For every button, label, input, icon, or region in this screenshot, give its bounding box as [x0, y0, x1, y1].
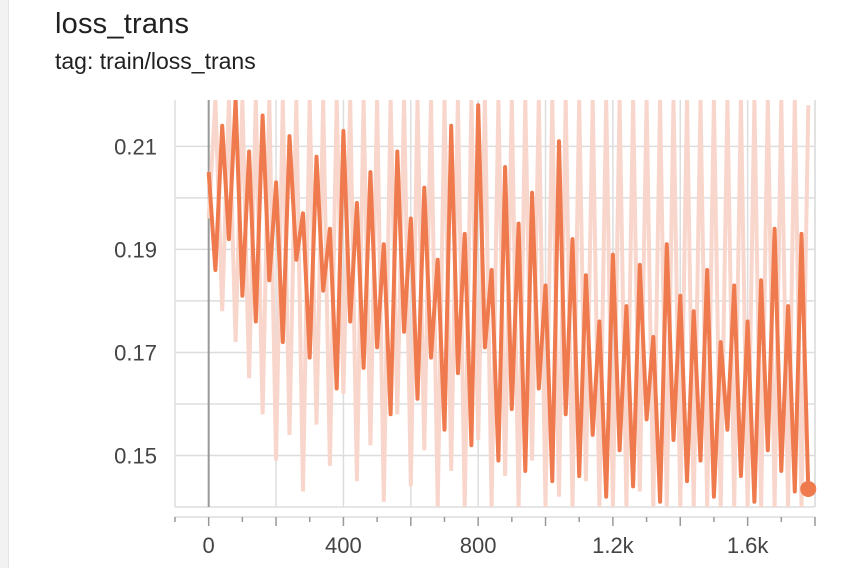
- x-tick-label: 1.6k: [727, 533, 770, 558]
- axis-layer: 0 400 800 1.2k 1.6k 0.15 0.17 0.19 0.21: [114, 100, 816, 558]
- x-tick-label: 800: [460, 533, 497, 558]
- last-point-marker: [800, 480, 817, 497]
- smoothed-series-layer: [206, 100, 811, 504]
- y-tick-label: 0.19: [114, 237, 157, 262]
- y-tick-label: 0.17: [114, 340, 157, 365]
- x-tick-label: 0: [203, 533, 215, 558]
- marker-layer: [800, 480, 817, 497]
- chart-title: loss_trans: [55, 8, 190, 40]
- x-tick-label: 400: [325, 533, 362, 558]
- panel-left-border: [0, 0, 9, 568]
- smoothed-series-line: [206, 100, 811, 504]
- chart-tag-subtitle: tag: train/loss_trans: [55, 48, 256, 74]
- x-tick-label: 1.2k: [592, 533, 635, 558]
- y-tick-label: 0.21: [114, 134, 157, 159]
- y-tick-label: 0.15: [114, 443, 157, 468]
